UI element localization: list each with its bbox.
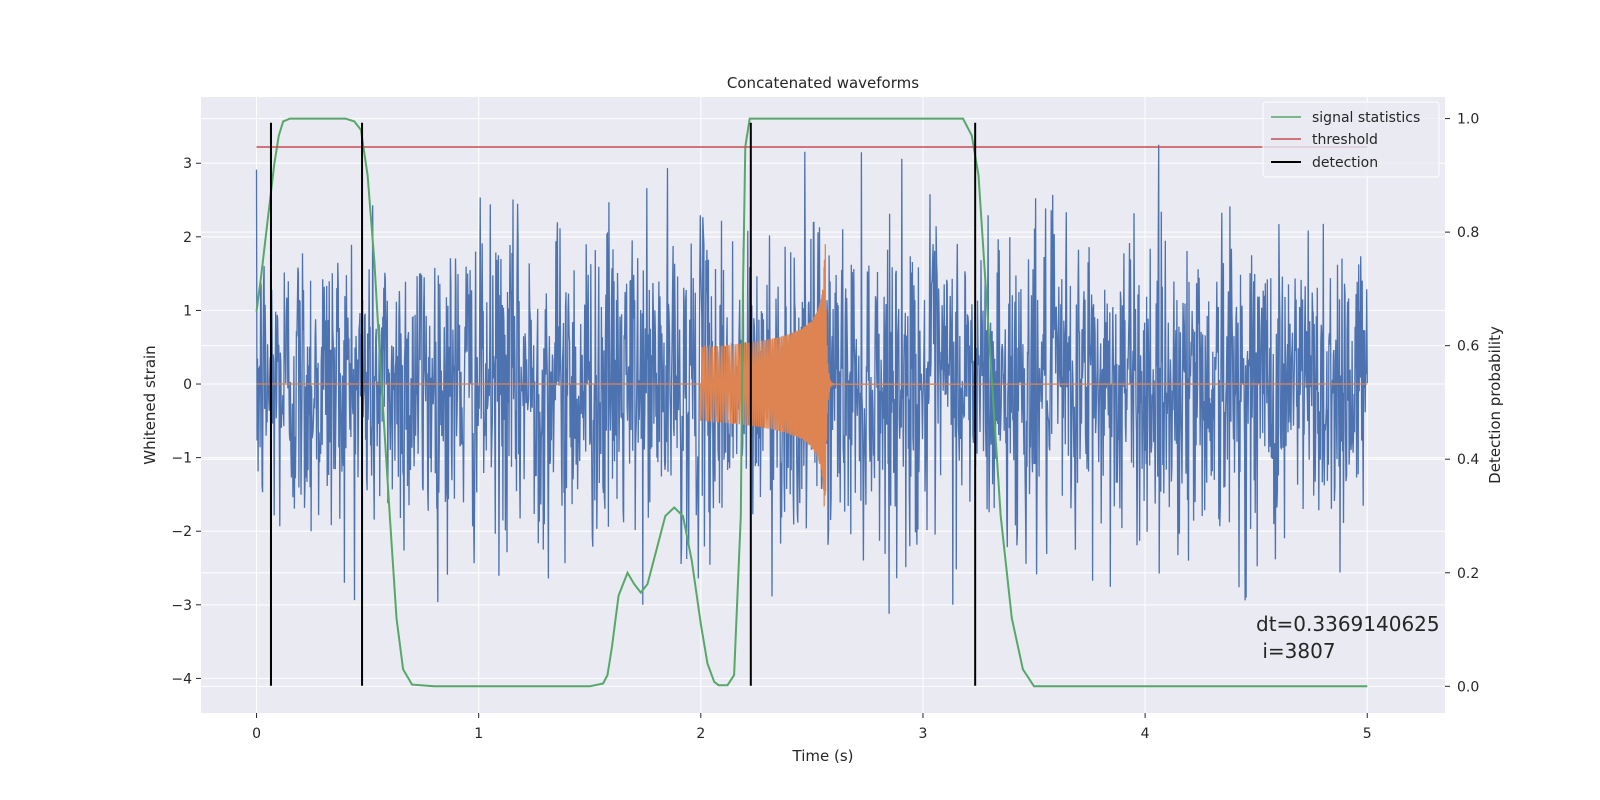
y-axis-label-right: Detection probability (1486, 326, 1504, 484)
y-tick-label-left: −4 (171, 671, 192, 687)
y-tick-label-right: 1.0 (1457, 112, 1479, 128)
x-tick-label: 2 (696, 726, 705, 742)
legend-label-threshold: threshold (1312, 132, 1378, 148)
x-tick-label: 0 (252, 726, 261, 742)
y-tick-label-left: −1 (171, 451, 192, 467)
template-series (256, 244, 1368, 507)
series-layer (255, 117, 1368, 688)
legend-label-detection: detection (1312, 155, 1378, 171)
x-tick-label: 3 (919, 726, 928, 742)
x-axis-label: Time (s) (792, 747, 854, 765)
x-tick-label: 5 (1363, 726, 1372, 742)
y-tick-label-left: 2 (183, 230, 192, 246)
y-tick-label-left: −3 (171, 598, 192, 614)
y-tick-label-left: 0 (183, 377, 192, 393)
legend-box (1262, 101, 1440, 178)
legend-label-signal-statistics: signal statistics (1312, 110, 1420, 126)
y-tick-label-right: 0.0 (1457, 679, 1479, 695)
y-tick-label-right: 0.8 (1457, 225, 1479, 241)
annotation-dt: dt=0.3369140625 (1256, 612, 1440, 636)
x-tick-label: 4 (1141, 726, 1150, 742)
x-tick-label: 1 (474, 726, 483, 742)
axes: 0 1 2 3 4 5 3 2 1 0 −1 −2 −3 −4 1.0 0.8 0.6 0.4 0.2 0.0 (171, 112, 1479, 742)
legend: signal statistics threshold detection (1262, 101, 1440, 178)
y-tick-label-right: 0.4 (1457, 452, 1479, 468)
chart-title: Concatenated waveforms (727, 74, 919, 92)
y-tick-label-left: 1 (183, 303, 192, 319)
y-axis-label-left: Whitened strain (141, 345, 159, 464)
annotation-i: i=3807 (1256, 639, 1336, 663)
signal-statistics-line (255, 117, 1368, 688)
y-tick-label-right: 0.6 (1457, 339, 1479, 355)
y-tick-label-left: −2 (171, 524, 192, 540)
y-tick-label-right: 0.2 (1457, 566, 1479, 582)
y-tick-label-left: 3 (183, 156, 192, 172)
